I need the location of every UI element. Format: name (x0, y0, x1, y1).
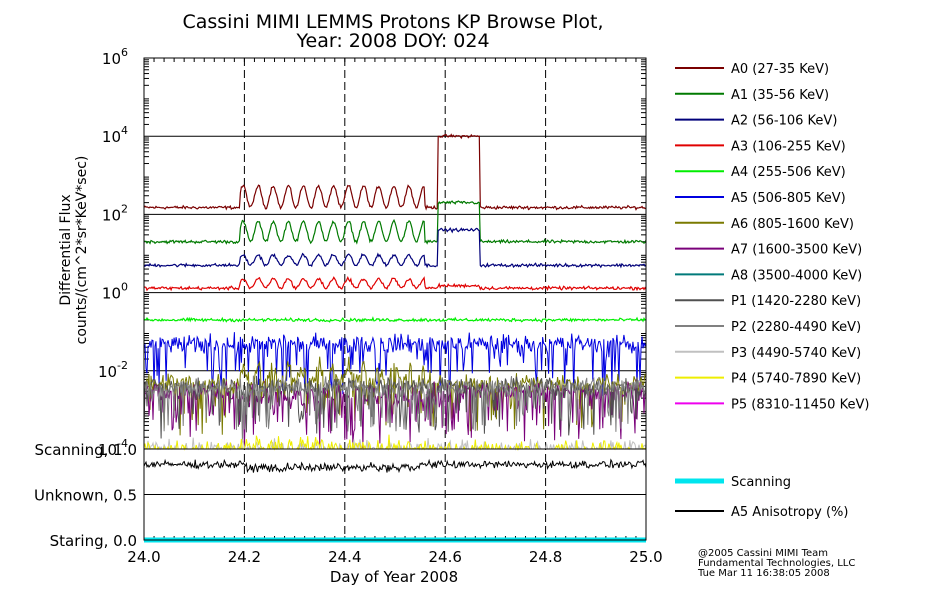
y-tick-exponent: -4 (117, 437, 128, 450)
legend-label: A7 (1600-3500 KeV) (731, 243, 862, 258)
legend-label: A3 (106-255 KeV) (731, 139, 846, 154)
legend-label: A5 Anisotropy (%) (731, 505, 848, 520)
credit-line1: @2005 Cassini MIMI Team (698, 548, 828, 559)
legend-label: A0 (27-35 KeV) (731, 62, 829, 77)
legend-label: P1 (1420-2280 KeV) (731, 294, 861, 309)
y-tick-label: 100 (102, 281, 128, 303)
legend-label: P4 (5740-7890 KeV) (731, 372, 861, 387)
x-tick-label: 24.0 (127, 548, 160, 566)
y-tick-exponent: 0 (121, 281, 128, 294)
legend-label: A2 (56-106 KeV) (731, 114, 837, 129)
x-tick-label: 24.6 (428, 548, 461, 566)
x-tick-label: 24.4 (328, 548, 361, 566)
x-tick-label: 24.8 (529, 548, 562, 566)
legend-label: A1 (35-56 KeV) (731, 88, 829, 103)
legend-label: A6 (805-1600 KeV) (731, 217, 854, 232)
legend-label: A8 (3500-4000 KeV) (731, 268, 862, 283)
legend-label: A4 (255-506 KeV) (731, 165, 846, 180)
y-tick-exponent: 6 (121, 46, 128, 59)
chart-title-line1: Cassini MIMI LEMMS Protons KP Browse Plo… (182, 11, 603, 33)
x-axis-label: Day of Year 2008 (330, 568, 458, 586)
series-line (143, 332, 647, 397)
anisotropy-y-tick-label: Scanning, 1.0 (34, 441, 137, 459)
credit-line2: Fundamental Technologies, LLC (698, 558, 855, 569)
series-line-anisotropy (143, 458, 647, 474)
y-tick-label: 106 (102, 46, 128, 68)
series-line (143, 133, 647, 211)
x-tick-label: 24.2 (228, 548, 261, 566)
anisotropy-y-tick-label: Staring, 0.0 (50, 532, 137, 550)
y-axis-label-line2: counts/(cm^2*sr*KeV*sec) (74, 156, 90, 345)
anisotropy-panel-frame (143, 448, 647, 541)
y-tick-exponent: 2 (121, 202, 128, 215)
legend-label: Scanning (731, 475, 791, 490)
y-tick-label: 10-2 (98, 359, 128, 381)
series-line (143, 375, 647, 441)
y-axis-label-line1: Differential Flux (58, 194, 74, 305)
series-line (143, 226, 647, 269)
chart-title-line2: Year: 2008 DOY: 024 (295, 30, 489, 52)
y-tick-exponent: 4 (121, 124, 128, 137)
anisotropy-y-tick-label: Unknown, 0.5 (34, 487, 137, 505)
legend-label: P5 (8310-11450 KeV) (731, 397, 869, 412)
y-tick-exponent: -2 (117, 359, 128, 372)
series-line (143, 200, 647, 245)
x-tick-label: 25.0 (629, 548, 662, 566)
legend-label: A5 (506-805 KeV) (731, 191, 846, 206)
credit-line3: Tue Mar 11 16:38:05 2008 (697, 568, 830, 579)
series-line (143, 316, 647, 323)
legend-label: P3 (4490-5740 KeV) (731, 346, 861, 361)
series-line (144, 275, 647, 292)
y-tick-label: 102 (102, 202, 128, 224)
legend-label: P2 (2280-4490 KeV) (731, 320, 861, 335)
y-tick-label: 104 (102, 124, 128, 146)
legend: A0 (27-35 KeV) A1 (35-56 KeV) A2 (56-106 K… (675, 62, 869, 520)
anisotropy-panel: 24.0 24.2 24.4 24.6 24.8 25.0 Scanning, 1.0 Unk… (34, 441, 663, 566)
